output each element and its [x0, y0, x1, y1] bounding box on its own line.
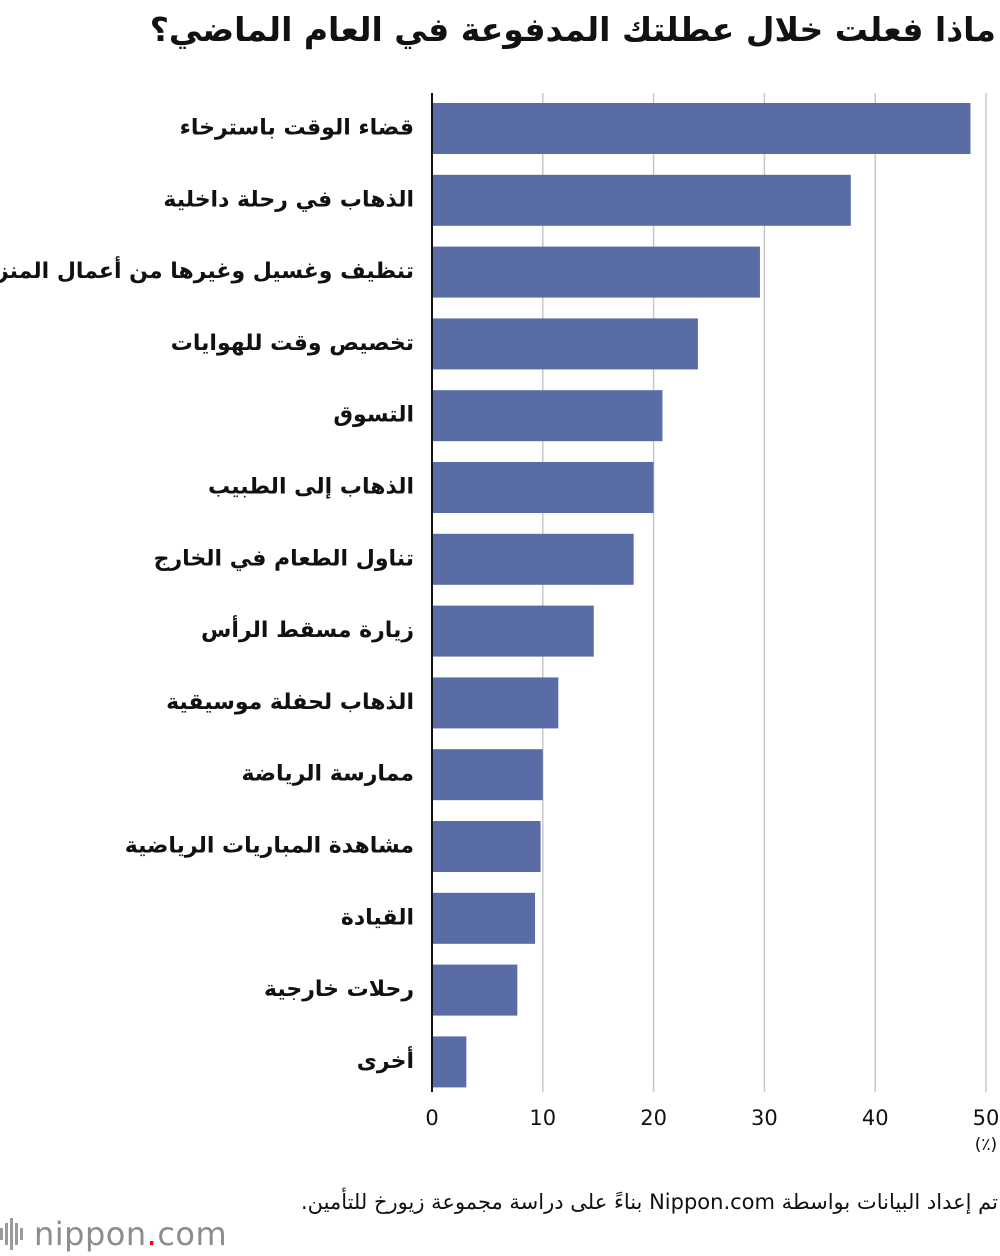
x-tick-label: 20 — [640, 1106, 667, 1130]
bar — [432, 246, 760, 298]
x-tick-label: 0 — [425, 1106, 438, 1130]
category-label: قضاء الوقت باسترخاء — [180, 116, 414, 141]
category-label: زيارة مسقط الرأس — [201, 614, 414, 643]
bar — [432, 1036, 467, 1088]
source-note: تم إعداد البيانات بواسطة Nippon.com بناء… — [300, 1190, 998, 1214]
bar — [432, 605, 594, 657]
category-label: تناول الطعام في الخارج — [154, 546, 414, 571]
grid-lines — [542, 93, 987, 1092]
nippon-logo-text: nippon.com — [34, 1215, 228, 1253]
bar — [432, 174, 851, 226]
bar — [432, 892, 536, 944]
category-labels: قضاء الوقت باسترخاء الذهاب في رحلة داخلية… — [0, 116, 414, 1074]
x-axis-ticks: 0 10 20 30 40 50 — [425, 1106, 999, 1130]
bar — [432, 677, 559, 729]
category-label: القيادة — [341, 905, 414, 930]
bar — [432, 749, 543, 801]
bars — [432, 103, 971, 1088]
bar — [432, 821, 541, 872]
x-axis-unit-label: (٪) — [975, 1135, 997, 1155]
bar — [432, 964, 518, 1016]
category-label: ممارسة الرياضة — [241, 762, 414, 787]
x-tick-label: 10 — [529, 1106, 556, 1130]
category-label: رحلات خارجية — [264, 977, 414, 1002]
nippon-logo: nippon.com — [0, 1212, 227, 1256]
bar — [432, 462, 654, 513]
category-label: تخصيص وقت للهوايات — [171, 331, 414, 356]
category-label: أخرى — [357, 1045, 414, 1074]
category-label: التسوق — [333, 403, 414, 428]
bar — [432, 390, 663, 442]
category-label: الذهاب في رحلة داخلية — [163, 187, 414, 212]
bar — [432, 103, 971, 154]
bar — [432, 318, 698, 370]
nippon-logo-mark-icon — [0, 1218, 23, 1250]
category-label: الذهاب إلى الطبيب — [208, 475, 414, 500]
x-tick-label: 40 — [862, 1106, 889, 1130]
category-label: الذهاب لحفلة موسيقية — [166, 690, 414, 715]
chart-title: ماذا فعلت خلال عطلتك المدفوعة في العام ا… — [149, 10, 996, 49]
x-tick-label: 30 — [751, 1106, 778, 1130]
bar — [432, 533, 634, 585]
category-label: تنظيف وغسيل وغيرها من أعمال المنزل — [0, 255, 414, 284]
category-label: مشاهدة المباريات الرياضية — [125, 834, 414, 859]
x-tick-label: 50 — [973, 1106, 1000, 1130]
